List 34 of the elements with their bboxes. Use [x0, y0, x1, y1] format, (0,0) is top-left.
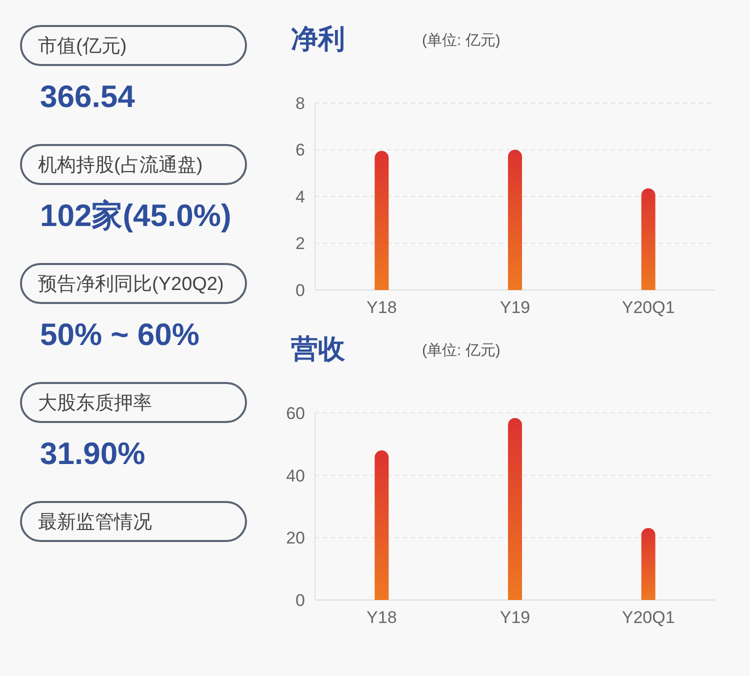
text: 50% ~ 60% [40, 317, 200, 352]
text: 市值(亿元) [38, 35, 127, 57]
y-tick-label: 2 [296, 234, 305, 254]
bar [641, 188, 656, 290]
x-tick-label: Y18 [366, 608, 397, 627]
chart-subtitle: (单位: 亿元) [422, 342, 500, 359]
bar [374, 450, 389, 600]
y-tick-label: 6 [296, 140, 305, 160]
text: 31.90% [40, 436, 146, 471]
bar [508, 150, 522, 290]
bar [641, 528, 656, 600]
y-tick-label: 20 [286, 528, 305, 548]
text: 机构持股(占流通盘) [38, 154, 203, 176]
text: 102家(45.0%) [40, 198, 232, 233]
y-tick-label: 0 [296, 590, 305, 610]
y-tick-label: 60 [286, 404, 305, 423]
bar [374, 150, 389, 290]
x-tick-label: Y20Q1 [622, 298, 675, 317]
y-tick-label: 0 [296, 280, 305, 300]
y-tick-label: 4 [296, 187, 305, 206]
text: 预告净利同比(Y20Q2) [38, 274, 224, 295]
x-tick-label: Y20Q1 [622, 608, 675, 627]
x-tick-label: Y18 [366, 298, 397, 317]
y-tick-label: 8 [296, 94, 305, 113]
chart-title: 营收 [290, 334, 346, 364]
chart-subtitle: (单位: 亿元) [422, 32, 500, 49]
bar [508, 418, 522, 600]
text: 大股东质押率 [38, 392, 152, 414]
x-tick-label: Y19 [500, 298, 530, 317]
text: 366.54 [40, 79, 136, 114]
text: 最新监管情况 [38, 511, 152, 533]
y-tick-label: 40 [286, 466, 305, 486]
x-tick-label: Y19 [500, 608, 530, 627]
chart-title: 净利 [291, 24, 345, 54]
